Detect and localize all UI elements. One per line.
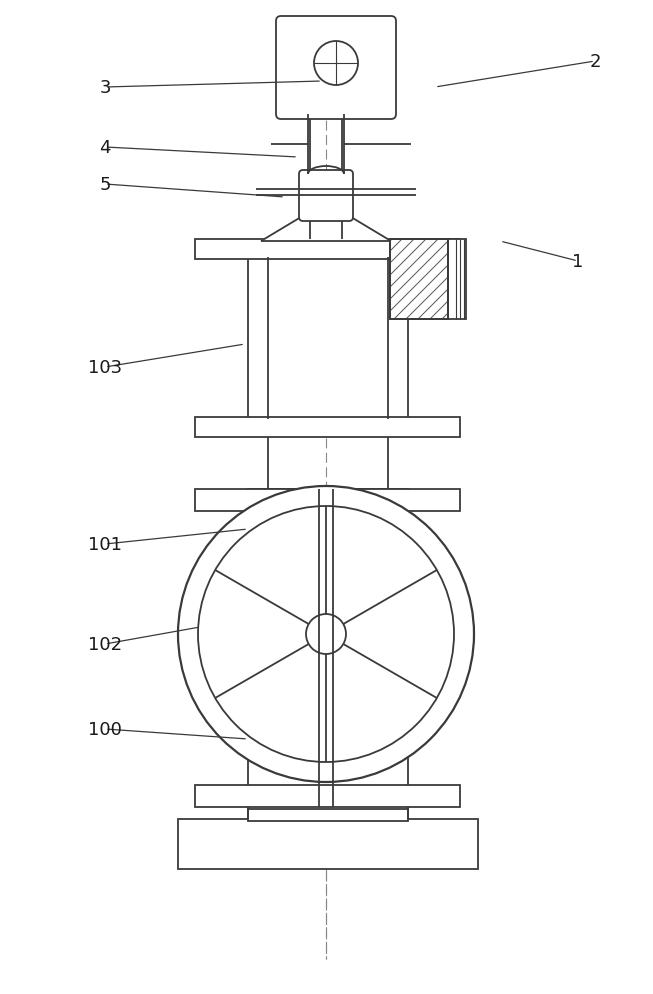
Circle shape <box>178 486 474 782</box>
Text: 100: 100 <box>88 721 122 739</box>
Bar <box>195 240 460 259</box>
Bar <box>248 489 408 809</box>
FancyBboxPatch shape <box>299 171 353 222</box>
Bar <box>178 819 478 869</box>
Text: 101: 101 <box>88 536 122 554</box>
Bar <box>448 240 466 320</box>
Bar <box>195 785 460 807</box>
Text: 4: 4 <box>99 139 111 157</box>
Text: 2: 2 <box>589 53 601 71</box>
Bar <box>248 257 408 419</box>
Bar <box>390 240 448 320</box>
Text: 1: 1 <box>572 252 584 270</box>
Polygon shape <box>261 215 391 242</box>
FancyBboxPatch shape <box>276 17 396 120</box>
Bar <box>195 417 460 437</box>
Text: 103: 103 <box>88 359 122 377</box>
Text: 5: 5 <box>99 176 111 194</box>
Bar <box>195 489 460 512</box>
Bar <box>248 807 408 821</box>
Circle shape <box>314 42 358 85</box>
Text: 102: 102 <box>88 635 122 653</box>
Circle shape <box>198 507 454 762</box>
Text: 3: 3 <box>99 79 111 96</box>
Circle shape <box>306 614 346 654</box>
Bar <box>390 240 448 320</box>
